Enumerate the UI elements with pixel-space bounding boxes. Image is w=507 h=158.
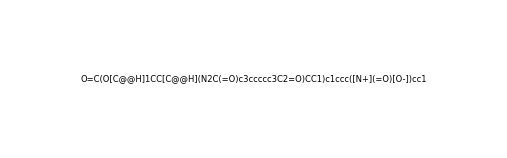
Text: O=C(O[C@@H]1CC[C@@H](N2C(=O)c3ccccc3C2=O)CC1)c1ccc([N+](=O)[O-])cc1: O=C(O[C@@H]1CC[C@@H](N2C(=O)c3ccccc3C2=O… (80, 75, 427, 83)
